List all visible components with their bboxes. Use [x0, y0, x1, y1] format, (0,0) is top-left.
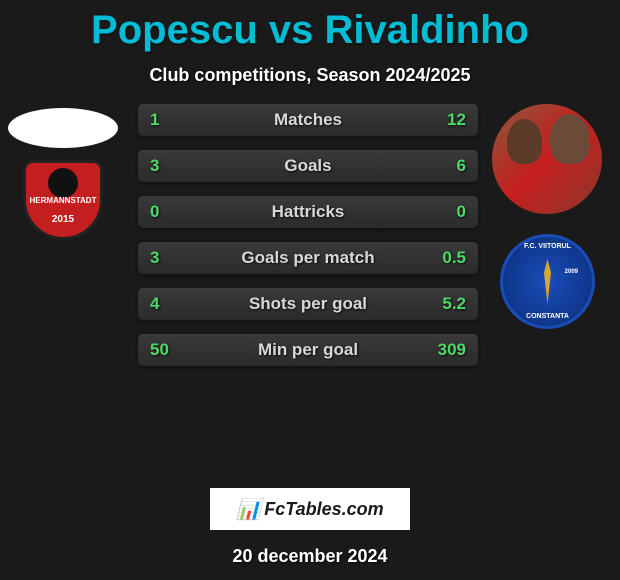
club-badge-right: F.C. VIITORUL CONSTANTA 2009 — [500, 234, 595, 329]
club-left-year: 2015 — [18, 214, 108, 225]
footer-date: 20 december 2024 — [0, 546, 620, 567]
stat-right-value: 0 — [421, 202, 466, 222]
stat-row: 4 Shots per goal 5.2 — [138, 288, 478, 320]
stat-row: 0 Hattricks 0 — [138, 196, 478, 228]
stat-left-value: 50 — [150, 340, 195, 360]
stat-left-value: 3 — [150, 156, 195, 176]
brand-text: FcTables.com — [264, 499, 383, 520]
club-right-name-top: F.C. VIITORUL — [524, 243, 571, 250]
stat-right-value: 5.2 — [421, 294, 466, 314]
club-right-year: 2009 — [565, 269, 578, 275]
stat-left-value: 4 — [150, 294, 195, 314]
player-right-photo — [492, 104, 602, 214]
stat-row: 3 Goals 6 — [138, 150, 478, 182]
shield-icon: HERMANNSTADT 2015 — [18, 158, 108, 248]
stat-label: Hattricks — [195, 202, 421, 222]
stat-row: 1 Matches 12 — [138, 104, 478, 136]
club-badge-left: HERMANNSTADT 2015 — [18, 158, 108, 248]
player-right-column: F.C. VIITORUL CONSTANTA 2009 — [492, 104, 602, 329]
stat-right-value: 309 — [421, 340, 466, 360]
page-title: Popescu vs Rivaldinho — [0, 0, 620, 53]
stat-left-value: 1 — [150, 110, 195, 130]
club-left-name: HERMANNSTADT — [18, 196, 108, 205]
comparison-area: HERMANNSTADT 2015 F.C. VIITORUL CONSTANT… — [0, 104, 620, 484]
stat-label: Matches — [195, 110, 421, 130]
stat-left-value: 3 — [150, 248, 195, 268]
stat-right-value: 0.5 — [421, 248, 466, 268]
brand-badge: 📊 FcTables.com — [210, 488, 410, 530]
player-left-column: HERMANNSTADT 2015 — [8, 108, 118, 248]
stat-right-value: 6 — [421, 156, 466, 176]
stat-label: Goals — [195, 156, 421, 176]
stats-table: 1 Matches 12 3 Goals 6 0 Hattricks 0 3 G… — [138, 104, 478, 380]
stat-left-value: 0 — [150, 202, 195, 222]
stat-row: 50 Min per goal 309 — [138, 334, 478, 366]
stat-label: Min per goal — [195, 340, 421, 360]
club-right-name-bottom: CONSTANTA — [526, 313, 569, 320]
subtitle: Club competitions, Season 2024/2025 — [0, 65, 620, 86]
player-left-photo — [8, 108, 118, 148]
stat-row: 3 Goals per match 0.5 — [138, 242, 478, 274]
badge-figure-icon — [530, 259, 565, 304]
stat-right-value: 12 — [421, 110, 466, 130]
stat-label: Goals per match — [195, 248, 421, 268]
stat-label: Shots per goal — [195, 294, 421, 314]
chart-icon: 📊 — [236, 497, 261, 522]
